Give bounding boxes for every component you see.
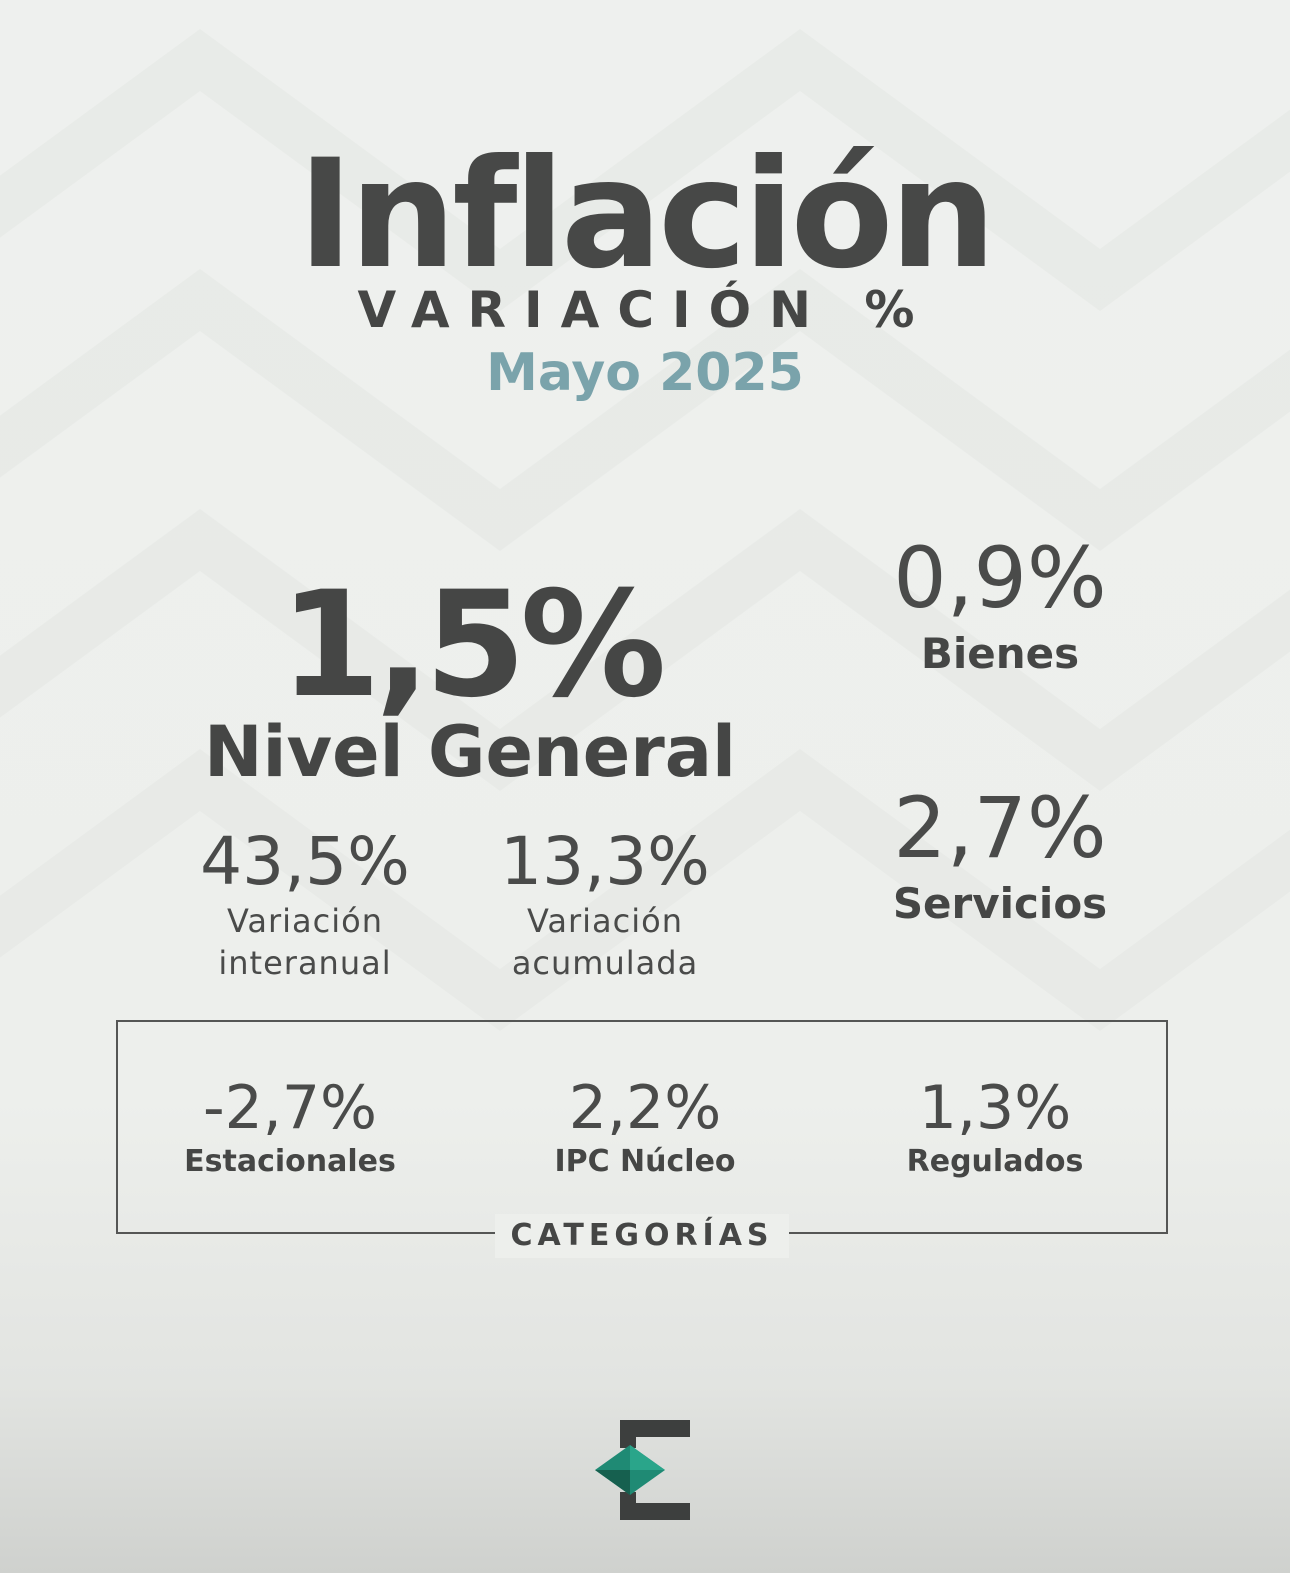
category-value: -2,7%: [202, 1073, 378, 1143]
category-label: Estacionales: [184, 1144, 396, 1179]
stat-value: 43,5%: [200, 823, 410, 900]
general-level-label: Nivel General: [203, 711, 737, 793]
category-seasonal: -2,7% Estacionales: [150, 1072, 430, 1180]
breakdown-label: Servicios: [892, 878, 1108, 928]
categories-title: CATEGORÍAS: [495, 1214, 789, 1258]
category-label: Regulados: [906, 1144, 1084, 1179]
breakdown-goods: 0,9% Bienes: [850, 528, 1150, 679]
brand-e-logo-icon: [595, 1420, 690, 1520]
stat-label-line2: acumulada: [511, 943, 699, 982]
stat-label-line1: Variación: [226, 902, 383, 941]
breakdown-services: 2,7% Servicios: [850, 778, 1150, 929]
category-value: 2,2%: [568, 1073, 722, 1143]
category-label: IPC Núcleo: [554, 1144, 736, 1179]
stat-interannual: 43,5% Variación interanual: [160, 822, 450, 984]
page-title: Inflación: [297, 128, 997, 302]
page-subtitle: VARIACIÓN %: [357, 281, 933, 339]
general-level-value: 1,5%: [279, 560, 667, 730]
breakdown-value: 2,7%: [893, 779, 1107, 877]
stat-label-line2: interanual: [218, 943, 392, 982]
stat-cumulative: 13,3% Variación acumulada: [460, 822, 750, 984]
stat-value: 13,3%: [500, 823, 710, 900]
stat-label-line1: Variación: [526, 902, 683, 941]
category-value: 1,3%: [918, 1073, 1072, 1143]
category-core: 2,2% IPC Núcleo: [505, 1072, 785, 1180]
breakdown-label: Bienes: [920, 628, 1080, 678]
breakdown-value: 0,9%: [893, 529, 1107, 627]
category-regulated: 1,3% Regulados: [855, 1072, 1135, 1180]
period-label: Mayo 2025: [486, 343, 804, 403]
